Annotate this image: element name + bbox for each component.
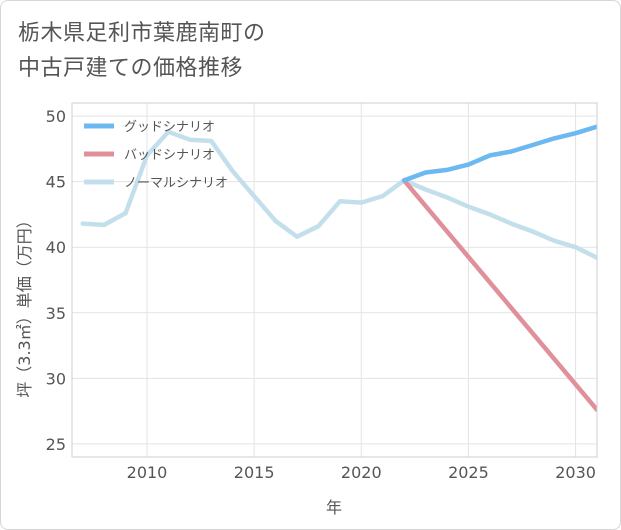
chart-title-line-2: 中古戸建ての価格推移 — [18, 56, 244, 81]
series-line-1 — [401, 178, 597, 413]
y-tick-label: 30 — [46, 369, 66, 388]
x-tick-label: 2010 — [127, 463, 168, 482]
x-tick-label: 2025 — [448, 463, 489, 482]
series-line-2 — [80, 129, 597, 260]
legend-label-1: バッドシナリオ — [124, 148, 215, 163]
axis-ticks: 2010 2015 2020 2025 2030 25 30 35 40 45 50 — [46, 107, 596, 482]
series-lines — [80, 124, 597, 413]
legend-label-0: グッドシナリオ — [124, 120, 215, 135]
plot-area-border — [71, 102, 598, 458]
grid-lines — [72, 103, 597, 457]
y-tick-label: 40 — [46, 238, 66, 257]
x-tick-label: 2030 — [555, 463, 596, 482]
y-tick-label: 25 — [46, 435, 66, 454]
y-tick-label: 50 — [46, 107, 66, 126]
x-tick-label: 2015 — [234, 463, 275, 482]
chart-title: 栃木県足利市葉鹿南町の 中古戸建ての価格推移 — [18, 16, 266, 86]
chart-title-line-1: 栃木県足利市葉鹿南町の — [18, 21, 266, 46]
y-tick-label: 35 — [46, 304, 66, 323]
legend-label-2: ノーマルシナリオ — [124, 176, 228, 191]
y-axis-label: 坪（3.3㎡）単価（万円） — [15, 212, 34, 397]
x-axis-label: 年 — [326, 498, 342, 517]
series-line-0 — [401, 124, 597, 183]
y-tick-label: 45 — [46, 173, 66, 192]
x-tick-label: 2020 — [341, 463, 382, 482]
